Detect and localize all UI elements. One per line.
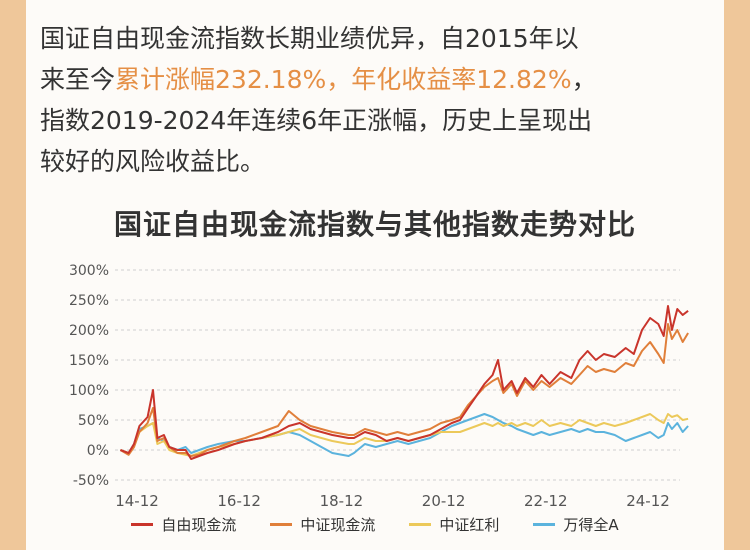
- x-tick-label: 14-12: [115, 492, 159, 510]
- intro-line-3: 指数2019-2024年连续6年正涨幅，历史上呈现出: [40, 106, 593, 135]
- series-line-0: [120, 305, 689, 460]
- line-chart: 300% 250% 200% 150% 100% 50% 0% -50% 14-12 16-12 1…: [69, 263, 689, 510]
- y-tick-label: 0%: [87, 443, 109, 459]
- legend-label-free-cash-flow: 自由现金流: [161, 516, 237, 534]
- intro-line-2-suffix: ，: [571, 65, 597, 94]
- article-card: [26, 0, 724, 550]
- series-line-1: [119, 323, 689, 457]
- legend-label-csi-cash-flow: 中证现金流: [300, 516, 376, 534]
- y-tick-label: 100%: [69, 383, 109, 399]
- legend-item-free-cash-flow: 自由现金流: [131, 514, 236, 535]
- intro-highlight: 累计涨幅232.18%，年化收益率12.82%: [115, 65, 572, 94]
- intro-paragraph: 国证自由现金流指数长期业绩优异，自2015年以 来至今累计涨幅232.18%，年…: [40, 18, 690, 182]
- legend-label-wind-all-a: 万得全A: [563, 516, 619, 534]
- intro-line-2-prefix: 来至今: [40, 65, 116, 94]
- chart-legend: 自由现金流 中证现金流 中证红利 万得全A: [0, 514, 750, 535]
- x-tick-label: 22-12: [524, 492, 568, 510]
- x-tick-label: 18-12: [320, 492, 364, 510]
- legend-item-csi-dividend: 中证红利: [409, 514, 499, 535]
- series-line-3: [120, 413, 689, 457]
- x-tick-label: 20-12: [422, 492, 466, 510]
- chart-title: 国证自由现金流指数与其他指数走势对比: [113, 208, 636, 241]
- y-tick-label: -50%: [73, 473, 109, 489]
- y-tick-label: 50%: [78, 413, 109, 429]
- legend-swatch-free-cash-flow: [131, 523, 154, 526]
- intro-line-4: 较好的风险收益比。: [40, 147, 266, 176]
- y-tick-label: 150%: [69, 353, 109, 369]
- x-tick-label: 24-12: [626, 492, 670, 510]
- x-tick-label: 16-12: [217, 492, 261, 510]
- legend-item-csi-cash-flow: 中证现金流: [270, 514, 375, 535]
- y-tick-label: 300%: [69, 263, 109, 279]
- legend-swatch-csi-cash-flow: [270, 523, 293, 526]
- intro-line-1: 国证自由现金流指数长期业绩优异，自2015年以: [40, 24, 579, 53]
- legend-label-csi-dividend: 中证红利: [439, 516, 500, 534]
- y-tick-label: 250%: [69, 293, 109, 309]
- y-tick-label: 200%: [69, 323, 109, 339]
- legend-swatch-wind-all-a: [533, 523, 556, 526]
- legend-swatch-csi-dividend: [409, 523, 432, 526]
- legend-item-wind-all-a: 万得全A: [533, 514, 619, 535]
